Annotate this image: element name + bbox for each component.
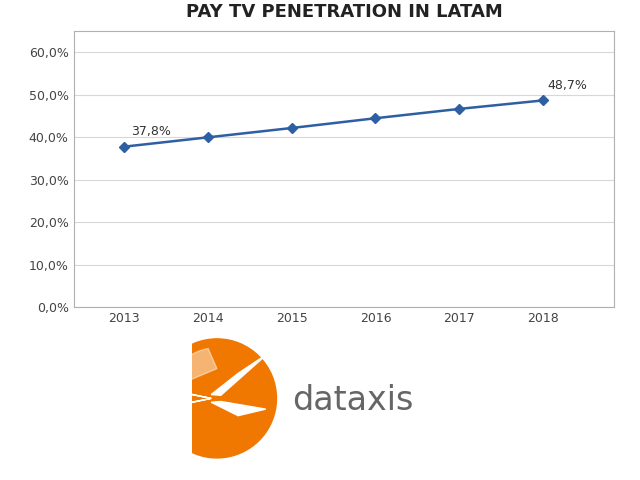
Text: 48,7%: 48,7%	[547, 79, 587, 92]
Text: 37,8%: 37,8%	[131, 125, 170, 138]
Text: dataxis: dataxis	[292, 384, 413, 417]
Polygon shape	[211, 401, 266, 416]
Polygon shape	[167, 348, 217, 390]
Polygon shape	[157, 387, 211, 398]
Polygon shape	[157, 398, 211, 410]
Polygon shape	[211, 354, 268, 396]
Title: PAY TV PENETRATION IN LATAM: PAY TV PENETRATION IN LATAM	[186, 3, 502, 21]
Circle shape	[157, 339, 276, 458]
